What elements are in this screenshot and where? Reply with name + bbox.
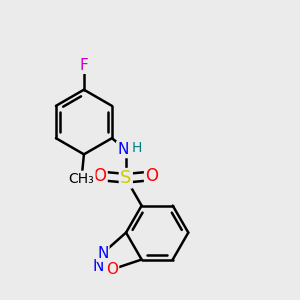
Text: H: H [131, 141, 142, 155]
Text: N: N [117, 142, 129, 157]
Text: N: N [93, 259, 104, 274]
Text: O: O [94, 167, 106, 185]
Text: O: O [106, 262, 118, 277]
Text: O: O [145, 167, 158, 185]
Text: F: F [80, 58, 88, 73]
Text: N: N [97, 246, 108, 261]
Text: S: S [120, 169, 131, 187]
Text: CH₃: CH₃ [69, 172, 94, 186]
